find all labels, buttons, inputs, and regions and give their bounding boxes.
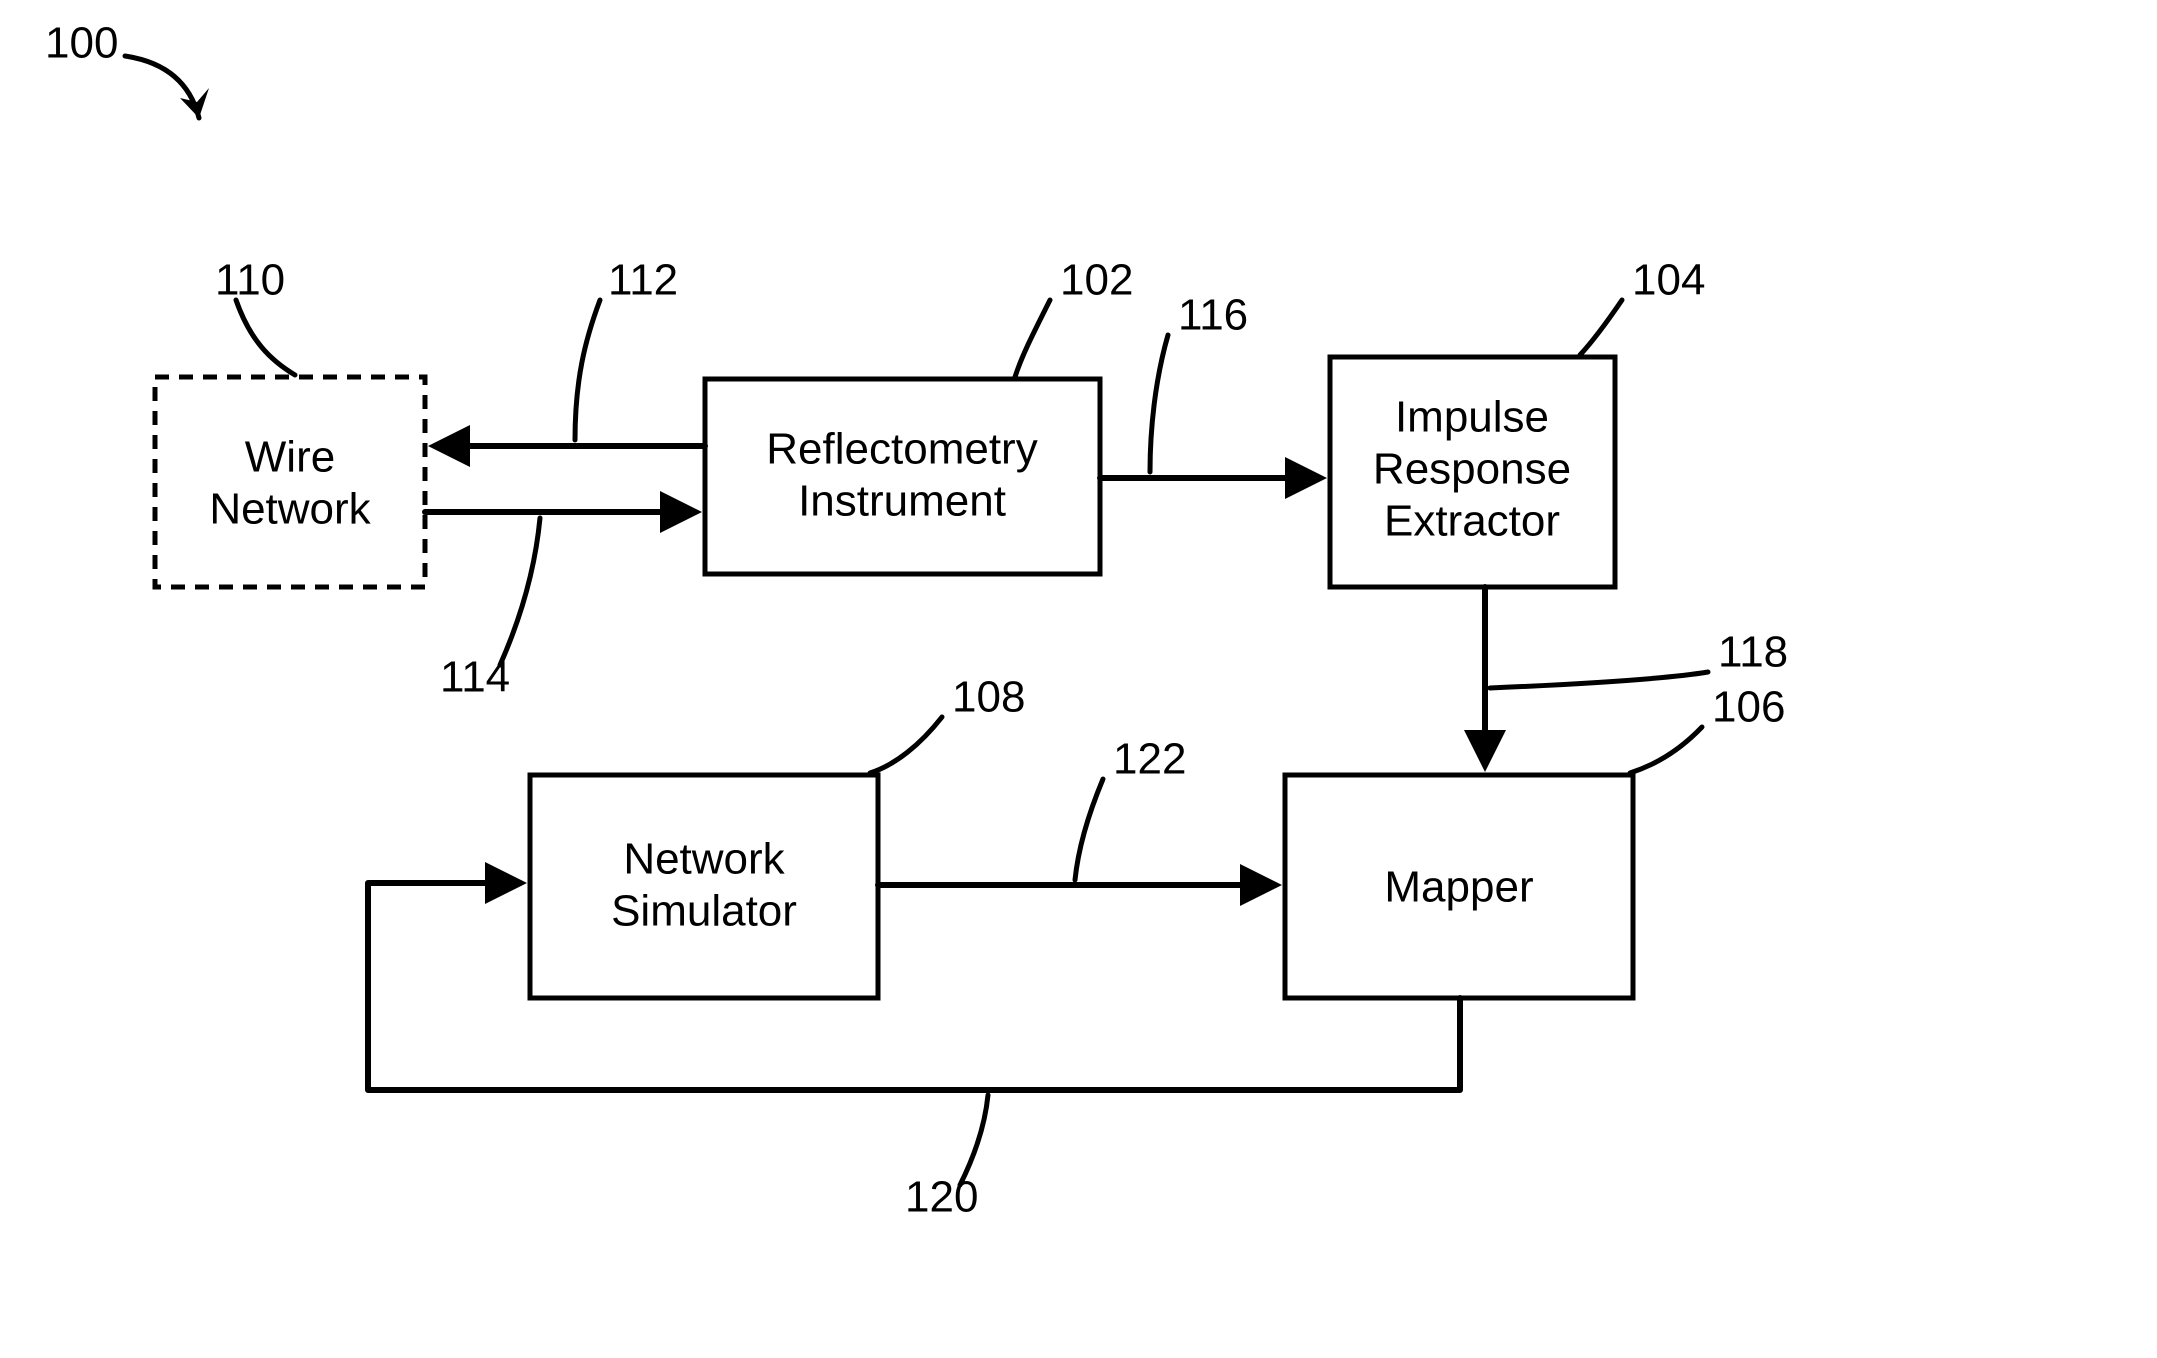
ref-116: 116 (1178, 291, 1248, 340)
figure-ref-arrow (125, 56, 199, 118)
leader-106 (1630, 727, 1702, 773)
block-diagram: 100 Wire Network Reflectometry Instrumen… (0, 0, 2157, 1358)
leader-110 (236, 300, 295, 375)
ref-118: 118 (1718, 628, 1788, 677)
ref-104: 104 (1632, 256, 1705, 305)
box-wire-network (155, 377, 425, 587)
extractor-line1: Impulse (1395, 393, 1549, 442)
extractor-line2: Response (1373, 445, 1571, 494)
figure-ref-arrowhead (180, 88, 209, 118)
leader-120 (960, 1095, 988, 1185)
leader-114 (500, 518, 540, 665)
wire-network-line2: Network (209, 485, 371, 534)
reflectometry-line1: Reflectometry (766, 425, 1037, 474)
simulator-line2: Simulator (611, 887, 797, 936)
leader-118 (1490, 672, 1708, 688)
leader-104 (1580, 300, 1622, 355)
ref-110: 110 (215, 256, 285, 305)
ref-114: 114 (440, 653, 510, 702)
leader-122 (1075, 779, 1103, 880)
ref-122: 122 (1113, 735, 1186, 784)
wire-network-line1: Wire (245, 433, 335, 482)
leader-102 (1015, 300, 1050, 377)
ref-102: 102 (1060, 256, 1133, 305)
leader-108 (870, 717, 942, 773)
mapper-line1: Mapper (1384, 863, 1533, 912)
ref-106: 106 (1712, 683, 1785, 732)
ref-108: 108 (952, 673, 1025, 722)
leader-112 (575, 300, 600, 440)
ref-120: 120 (905, 1173, 978, 1222)
ref-112: 112 (608, 256, 678, 305)
leader-116 (1150, 335, 1168, 472)
simulator-line1: Network (623, 835, 785, 884)
figure-ref: 100 (45, 19, 118, 68)
reflectometry-line2: Instrument (798, 477, 1006, 526)
extractor-line3: Extractor (1384, 497, 1560, 546)
